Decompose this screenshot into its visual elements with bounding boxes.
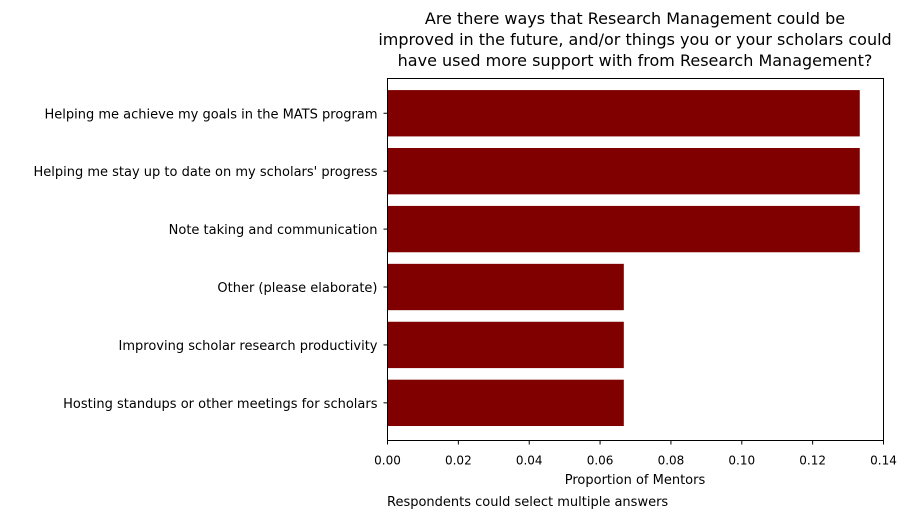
category-label: Other (please elaborate) [217, 281, 377, 296]
bar [387, 321, 624, 369]
plot-frame [387, 78, 884, 441]
x-tick-label: 0.10 [728, 454, 755, 468]
x-axis-label: Proportion of Mentors [565, 473, 706, 488]
footnote: Respondents could select multiple answer… [387, 495, 668, 510]
x-tick-label: 0.02 [445, 454, 472, 468]
bar [387, 148, 860, 195]
x-tick-label: 0.00 [374, 454, 401, 468]
x-tick-label: 0.14 [870, 454, 897, 468]
chart-title-line-3: have used more support with from Researc… [398, 51, 873, 70]
bars-group [387, 90, 860, 427]
chart-title-line-2: improved in the future, and/or things yo… [378, 30, 891, 49]
bar [387, 205, 860, 253]
category-label: Note taking and communication [169, 223, 378, 238]
x-ticks: 0.00 0.02 0.04 0.06 0.08 0.10 0.12 0.14 [374, 440, 897, 468]
bar [387, 379, 624, 427]
x-tick-label: 0.08 [658, 454, 685, 468]
bar [387, 90, 860, 137]
category-label: Helping me achieve my goals in the MATS … [45, 107, 378, 122]
x-tick-label: 0.12 [799, 454, 826, 468]
bar [387, 263, 624, 311]
category-label: Helping me stay up to date on my scholar… [33, 165, 377, 180]
chart-title-line-1: Are there ways that Research Management … [425, 9, 845, 28]
x-tick-label: 0.04 [516, 454, 543, 468]
category-labels: Helping me achieve my goals in the MATS … [33, 107, 388, 412]
category-label: Improving scholar research productivity [119, 339, 378, 354]
category-label: Hosting standups or other meetings for s… [63, 397, 378, 412]
x-tick-label: 0.06 [587, 454, 614, 468]
